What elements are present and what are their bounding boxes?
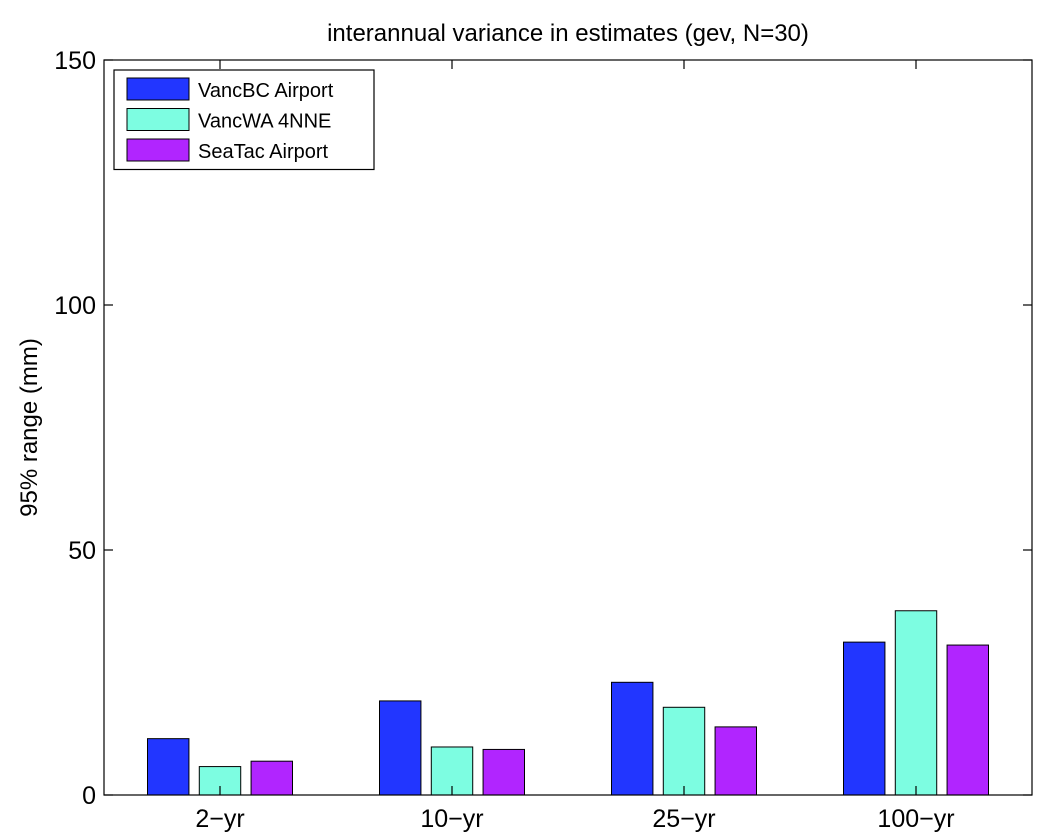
bar-10yr-series-2 [482, 748, 526, 796]
y-ticks-group: 0 50 100 150 [54, 47, 1032, 810]
x-tick-label: 2−yr [195, 805, 244, 833]
legend-swatch [126, 108, 190, 131]
bar-10yr-series-0 [379, 700, 422, 796]
bar-100yr-series-1 [894, 610, 938, 796]
y-tick-label: 150 [54, 47, 96, 75]
y-tick-label: 100 [54, 292, 96, 320]
bar-100yr-series-2 [946, 644, 990, 796]
x-tick-label: 25−yr [652, 805, 715, 833]
legend-entry-label: VancBC Airport [198, 80, 334, 102]
legend-swatch [126, 77, 190, 101]
x-tick-label: 10−yr [420, 805, 483, 833]
bar-100yr-series-0 [843, 641, 886, 796]
legend-entry-label: VancWA 4NNE [198, 111, 331, 133]
legend-swatch [126, 138, 190, 162]
y-axis-label: 95% range (mm) [16, 338, 43, 517]
bar-2yr-series-0 [147, 738, 190, 796]
bar-25yr-series-1 [662, 706, 706, 796]
x-tick-label: 100−yr [877, 805, 954, 833]
legend: VancBC Airport VancWA 4NNE SeaTac Airport [113, 69, 375, 171]
y-tick-label: 50 [68, 537, 96, 565]
chart-title: interannual variance in estimates (gev, … [327, 20, 809, 47]
x-ticks-group: 2−yr 10−yr 25−yr 100−yr [195, 60, 955, 833]
bar-25yr-series-2 [714, 726, 758, 796]
legend-entry-label: SeaTac Airport [198, 141, 329, 163]
plot-frame [103, 59, 1033, 796]
y-tick-label: 0 [82, 782, 96, 810]
bar-2yr-series-2 [250, 760, 294, 796]
bar-25yr-series-0 [611, 681, 654, 796]
bars-group [147, 610, 990, 796]
